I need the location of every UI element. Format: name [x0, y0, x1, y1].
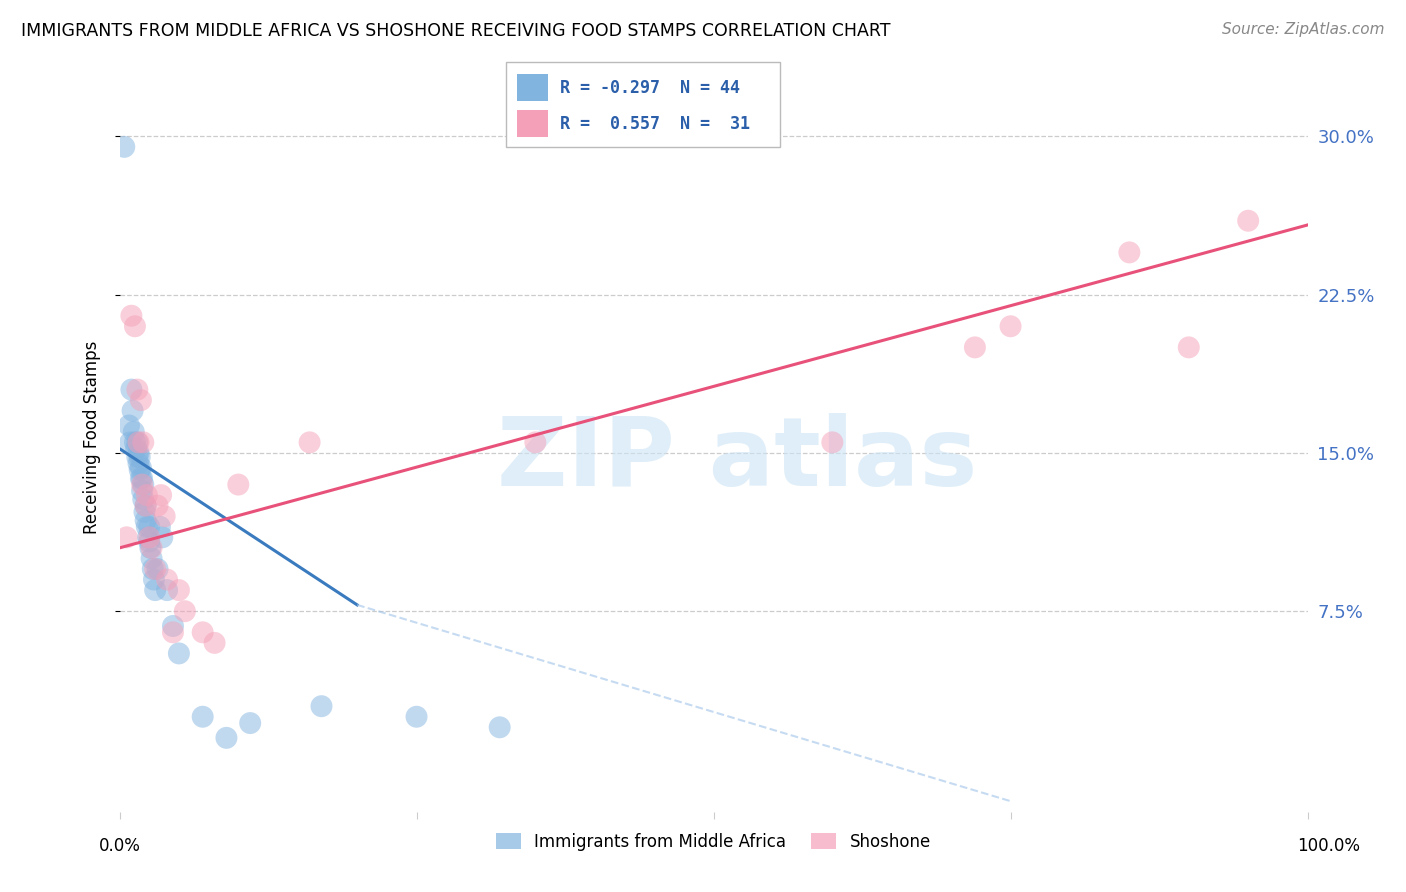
Point — [134, 505, 156, 519]
Text: ZIP atlas: ZIP atlas — [498, 413, 977, 506]
Point — [153, 509, 176, 524]
Point — [127, 450, 149, 464]
Point — [115, 530, 138, 544]
Point — [228, 477, 250, 491]
Point — [135, 513, 157, 527]
Point — [142, 562, 165, 576]
Point — [167, 647, 190, 661]
Point — [239, 716, 262, 731]
Legend: Immigrants from Middle Africa, Shoshone: Immigrants from Middle Africa, Shoshone — [489, 826, 938, 857]
Point — [167, 583, 190, 598]
Point — [125, 442, 148, 456]
Point — [132, 477, 155, 491]
Point — [311, 699, 333, 714]
Text: R = -0.297  N = 44: R = -0.297 N = 44 — [560, 78, 740, 97]
Point — [128, 457, 150, 471]
Point — [128, 463, 150, 477]
Point — [488, 720, 510, 734]
Point — [150, 488, 173, 502]
Point — [124, 319, 146, 334]
Point — [138, 530, 160, 544]
Text: Source: ZipAtlas.com: Source: ZipAtlas.com — [1222, 22, 1385, 37]
Point — [129, 393, 152, 408]
Point — [963, 340, 986, 354]
Point — [131, 483, 153, 498]
Point — [143, 583, 166, 598]
Point — [162, 619, 184, 633]
Point — [298, 435, 321, 450]
Point — [141, 551, 163, 566]
Point — [127, 435, 149, 450]
Point — [141, 541, 163, 555]
Point — [135, 520, 157, 534]
Y-axis label: Receiving Food Stamps: Receiving Food Stamps — [83, 341, 101, 533]
Point — [204, 636, 226, 650]
Point — [1000, 319, 1022, 334]
Point — [135, 499, 157, 513]
Point — [112, 140, 135, 154]
Text: R =  0.557  N =  31: R = 0.557 N = 31 — [560, 115, 749, 133]
Point — [129, 460, 152, 475]
Point — [191, 625, 214, 640]
Point — [191, 710, 214, 724]
Point — [138, 534, 160, 549]
Point — [146, 562, 169, 576]
Point — [128, 450, 150, 464]
Point — [131, 477, 153, 491]
Point — [143, 562, 166, 576]
Point — [118, 418, 141, 433]
Point — [135, 488, 157, 502]
Point — [173, 604, 195, 618]
Point — [136, 530, 159, 544]
Point — [162, 625, 184, 640]
Point — [120, 383, 142, 397]
Point — [1118, 245, 1140, 260]
Point — [120, 309, 142, 323]
Point — [131, 471, 153, 485]
Point — [135, 499, 157, 513]
Text: 0.0%: 0.0% — [98, 837, 141, 855]
Point — [129, 471, 152, 485]
Point — [127, 383, 149, 397]
Point — [139, 541, 162, 555]
Point — [121, 403, 143, 417]
Point — [1178, 340, 1201, 354]
Point — [120, 435, 142, 450]
Point — [405, 710, 427, 724]
Point — [1237, 213, 1260, 227]
Point — [156, 583, 179, 598]
Point — [132, 492, 155, 507]
Point — [215, 731, 238, 745]
Point — [128, 446, 150, 460]
Text: IMMIGRANTS FROM MIDDLE AFRICA VS SHOSHONE RECEIVING FOOD STAMPS CORRELATION CHAR: IMMIGRANTS FROM MIDDLE AFRICA VS SHOSHON… — [21, 22, 890, 40]
Point — [150, 530, 173, 544]
Point — [149, 520, 172, 534]
Point — [156, 573, 179, 587]
Point — [128, 435, 150, 450]
Point — [138, 520, 160, 534]
Point — [146, 499, 169, 513]
Point — [821, 435, 844, 450]
Point — [143, 573, 166, 587]
Point — [524, 435, 547, 450]
Point — [132, 435, 155, 450]
Text: 100.0%: 100.0% — [1298, 837, 1360, 855]
Point — [124, 435, 146, 450]
Point — [122, 425, 145, 439]
